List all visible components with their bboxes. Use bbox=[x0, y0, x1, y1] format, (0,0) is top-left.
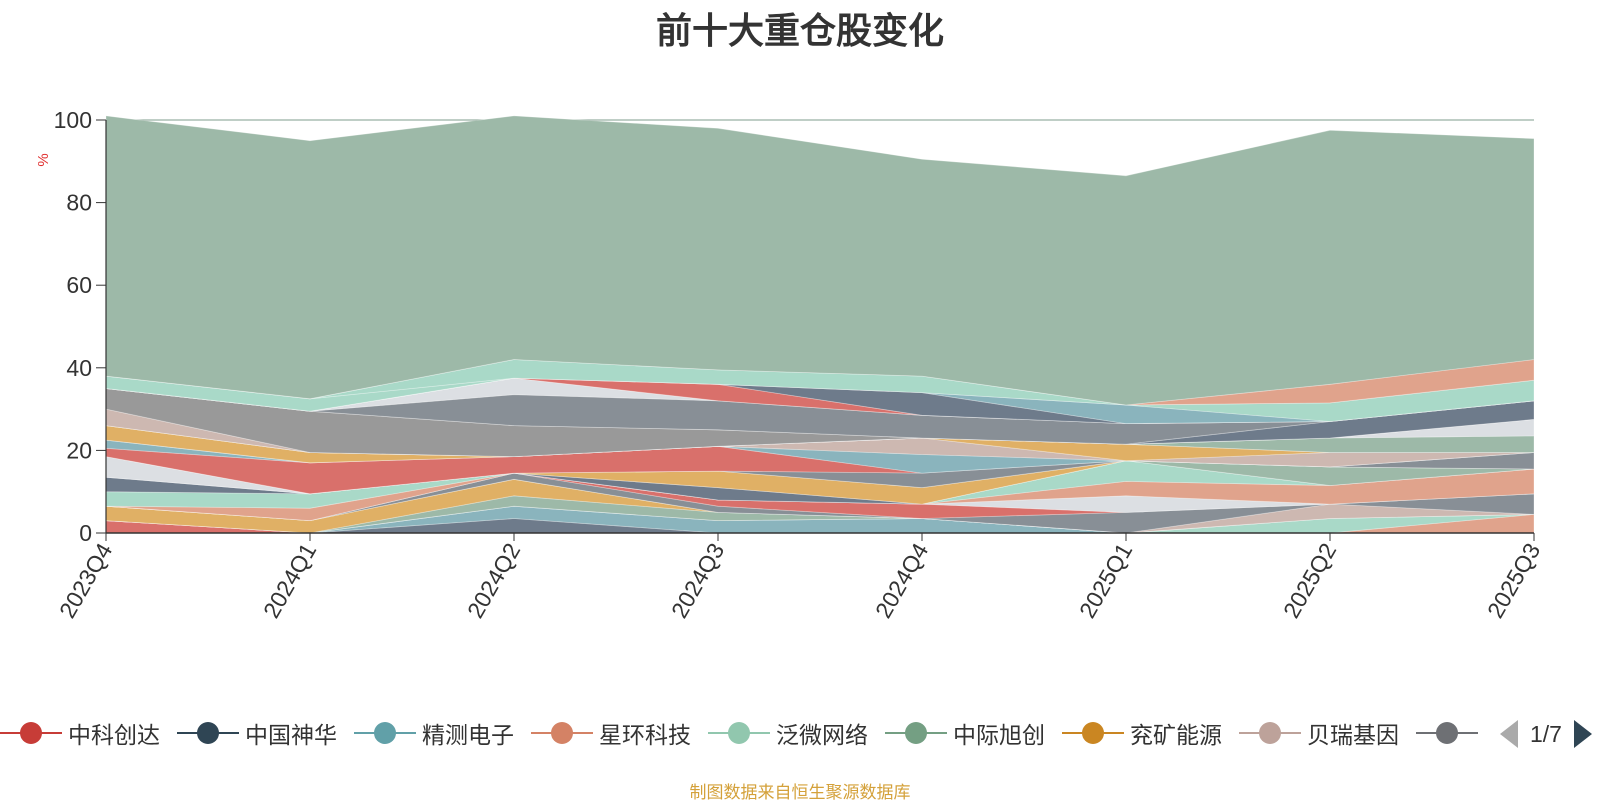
y-tick-label-0: 0 bbox=[79, 520, 92, 546]
legend-page-indicator: 1/7 bbox=[1530, 720, 1562, 747]
data-source-note: 制图数据来自恒生聚源数据库 bbox=[689, 783, 911, 802]
legend-pager: 1/7 bbox=[1498, 717, 1594, 751]
legend: 中科创达 中国神华 精测电子 星环科技 泛微网络 中际旭创 兖矿能源 贝瑞基因 bbox=[0, 708, 1482, 758]
legend-item-8[interactable] bbox=[1416, 708, 1482, 758]
next-page-icon[interactable] bbox=[1572, 718, 1594, 750]
area-series-26[interactable] bbox=[105, 388, 1535, 458]
x-tick-label-7: 2025Q3 bbox=[1482, 539, 1545, 623]
legend-marker-icon bbox=[177, 722, 239, 744]
area-series-18[interactable] bbox=[105, 445, 1535, 495]
area-series-36[interactable] bbox=[105, 115, 1535, 406]
x-tick-label-1: 2024Q1 bbox=[258, 539, 321, 623]
legend-item-2[interactable]: 精测电子 bbox=[354, 708, 514, 758]
legend-marker-icon bbox=[708, 722, 770, 744]
area-series-23[interactable] bbox=[105, 425, 1535, 458]
y-tick-label-2: 40 bbox=[66, 355, 92, 381]
legend-label: 中国神华 bbox=[245, 722, 337, 748]
x-tick-label-6: 2025Q2 bbox=[1278, 539, 1341, 623]
y-tick-label-5: 100 bbox=[54, 107, 92, 133]
x-tick-label-2: 2024Q2 bbox=[462, 539, 525, 623]
legend-label: 贝瑞基因 bbox=[1307, 722, 1399, 748]
legend-item-4[interactable]: 泛微网络 bbox=[708, 708, 868, 758]
area-series-24[interactable] bbox=[105, 418, 1535, 458]
legend-label: 精测电子 bbox=[422, 722, 514, 748]
legend-marker-icon bbox=[354, 722, 416, 744]
y-tick-label-4: 80 bbox=[66, 190, 92, 216]
chart-title: 前十大重仓股变化 bbox=[655, 10, 944, 51]
x-tick-label-5: 2025Q1 bbox=[1074, 539, 1137, 623]
legend-label: 星环科技 bbox=[599, 722, 691, 748]
legend-label: 泛微网络 bbox=[776, 722, 868, 748]
legend-marker-icon bbox=[1416, 722, 1478, 744]
legend-item-1[interactable]: 中国神华 bbox=[177, 708, 337, 758]
legend-marker-icon bbox=[885, 722, 947, 744]
legend-label: 中科创达 bbox=[68, 722, 160, 748]
area-series-35[interactable] bbox=[105, 359, 1535, 406]
legend-item-3[interactable]: 星环科技 bbox=[531, 708, 691, 758]
legend-item-6[interactable]: 兖矿能源 bbox=[1062, 708, 1222, 758]
legend-marker-icon bbox=[1062, 722, 1124, 744]
area-series-19[interactable] bbox=[105, 439, 1535, 474]
legend-label: 中际旭创 bbox=[953, 722, 1045, 748]
area-series-3[interactable] bbox=[105, 505, 1535, 534]
legend-item-0[interactable]: 中科创达 bbox=[0, 708, 160, 758]
x-tick-label-4: 2024Q4 bbox=[870, 538, 934, 622]
y-axis-label: % bbox=[35, 153, 52, 166]
y-tick-label-1: 20 bbox=[66, 437, 92, 463]
legend-item-5[interactable]: 中际旭创 bbox=[885, 708, 1045, 758]
x-tick-label-3: 2024Q3 bbox=[666, 539, 729, 623]
x-tick-label-0: 2023Q4 bbox=[54, 538, 118, 622]
legend-item-7[interactable]: 贝瑞基因 bbox=[1239, 708, 1399, 758]
legend-marker-icon bbox=[1239, 722, 1301, 744]
legend-marker-icon bbox=[0, 722, 62, 744]
area-series-group bbox=[105, 115, 1535, 534]
legend-label: 兖矿能源 bbox=[1130, 722, 1222, 748]
prev-page-icon[interactable] bbox=[1498, 718, 1520, 750]
legend-marker-icon bbox=[531, 722, 593, 744]
area-series-33[interactable] bbox=[105, 375, 1535, 422]
area-series-27[interactable] bbox=[105, 388, 1535, 445]
y-tick-label-3: 60 bbox=[66, 272, 92, 298]
